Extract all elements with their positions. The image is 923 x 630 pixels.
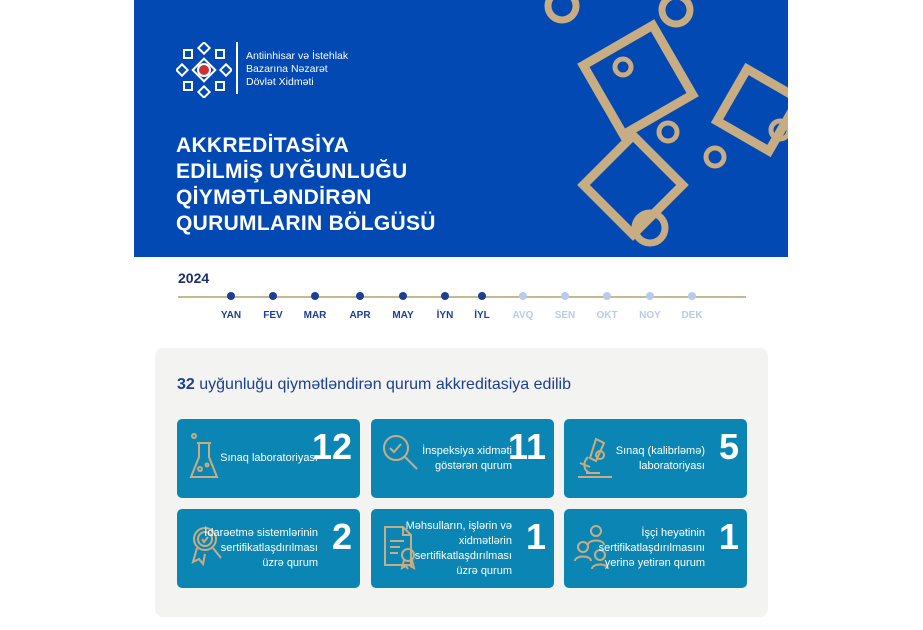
microscope-icon bbox=[578, 437, 612, 478]
card-label: İdarəetmə sistemlərinin sertifikatlaşdır… bbox=[204, 527, 318, 569]
page-title: AKKREDİTASİYA EDİLMİŞ UYĞUNLUĞU QİYMƏTLƏ… bbox=[176, 133, 436, 237]
timeline-month: NOY bbox=[630, 292, 670, 321]
category-card: İnspeksiya xidməti göstərən qurum 11 bbox=[371, 419, 554, 498]
header-banner: Antiinhisar və İstehlak Bazarına Nəzarət… bbox=[134, 0, 788, 257]
month-label: İYN bbox=[436, 310, 454, 321]
org-line: Dövlət Xidməti bbox=[246, 76, 314, 88]
magnifier-check-icon bbox=[383, 435, 418, 470]
card-label: İşçi heyətinin sertifikatlaşdırılmasını … bbox=[598, 527, 705, 569]
category-card: İşçi heyətinin sertifikatlaşdırılmasını … bbox=[564, 509, 747, 588]
title-line: EDİLMİŞ UYĞUNLUĞU bbox=[176, 160, 408, 183]
flask-icon bbox=[189, 433, 219, 478]
timeline-month: YAN bbox=[211, 292, 251, 321]
summary-panel: 32 uyğunluğu qiymətləndirən qurum akkred… bbox=[155, 348, 768, 617]
title-line: QİYMƏTLƏNDİRƏN bbox=[176, 186, 372, 209]
category-card: İdarəetmə sistemlərinin sertifikatlaşdır… bbox=[177, 509, 360, 588]
card-value: 1 bbox=[525, 516, 546, 557]
timeline-dot bbox=[603, 292, 611, 300]
card-value: 1 bbox=[718, 516, 739, 557]
category-card: Məhsulların, işlərin və xidmətlərin sert… bbox=[371, 509, 554, 588]
card-value: 12 bbox=[311, 426, 352, 467]
timeline-dot bbox=[646, 292, 654, 300]
card-value: 11 bbox=[507, 426, 546, 467]
timeline-dot bbox=[227, 292, 235, 300]
title-line: AKKREDİTASİYA bbox=[176, 134, 350, 157]
people-icon bbox=[574, 525, 609, 570]
timeline-dot bbox=[561, 292, 569, 300]
month-label: SEN bbox=[554, 310, 576, 321]
category-card: Sınaq (kalibrləmə) laboratoriyası 5 bbox=[564, 419, 747, 498]
timeline-dot bbox=[441, 292, 449, 300]
logo-divider bbox=[236, 42, 238, 94]
timeline-dot bbox=[356, 292, 364, 300]
logo-icon bbox=[176, 42, 232, 98]
title-line: QURUMLARIN BÖLGÜSÜ bbox=[176, 212, 436, 235]
summary-headline: 32 uyğunluğu qiymətləndirən qurum akkred… bbox=[177, 376, 571, 394]
org-line: Bazarına Nəzarət bbox=[246, 63, 328, 75]
summary-count: 32 bbox=[177, 376, 195, 393]
timeline-year: 2024 bbox=[178, 270, 210, 286]
month-label: NOY bbox=[639, 310, 661, 321]
month-label: İYL bbox=[474, 310, 490, 321]
timeline-month: İYN bbox=[425, 292, 465, 321]
timeline-dot bbox=[399, 292, 407, 300]
timeline-month: DEK bbox=[672, 292, 712, 321]
card-label: Sınaq laboratoriyası bbox=[220, 452, 318, 464]
timeline-dot bbox=[688, 292, 696, 300]
card-value: 5 bbox=[718, 426, 739, 467]
timeline-month: SEN bbox=[545, 292, 585, 321]
month-label: YAN bbox=[220, 310, 242, 321]
month-label: MAR bbox=[303, 310, 327, 321]
timeline-dot bbox=[478, 292, 486, 300]
summary-text: uyğunluğu qiymətləndirən qurum akkredita… bbox=[194, 376, 572, 393]
month-label: FEV bbox=[263, 310, 283, 321]
category-card: Sınaq laboratoriyası 12 bbox=[177, 419, 360, 498]
decorative-pattern bbox=[544, 0, 788, 247]
timeline-month: İYL bbox=[462, 292, 502, 321]
certificate-icon bbox=[384, 526, 416, 570]
organization-name: Antiinhisar və İstehlak Bazarına Nəzarət… bbox=[246, 50, 348, 89]
timeline-month: APR bbox=[340, 292, 380, 321]
month-label: DEK bbox=[681, 310, 703, 321]
card-value: 2 bbox=[331, 516, 352, 557]
timeline-dot bbox=[519, 292, 527, 300]
card-label: İnspeksiya xidməti göstərən qurum bbox=[422, 444, 512, 472]
month-label: OKT bbox=[596, 310, 618, 321]
month-label: MAY bbox=[392, 310, 414, 321]
award-badge-icon bbox=[191, 527, 222, 567]
timeline-month: MAR bbox=[295, 292, 335, 321]
timeline-dot bbox=[311, 292, 319, 300]
org-line: Antiinhisar və İstehlak bbox=[246, 50, 349, 62]
timeline-month: MAY bbox=[383, 292, 423, 321]
timeline-line bbox=[178, 296, 746, 298]
timeline-month: OKT bbox=[587, 292, 627, 321]
month-label: APR bbox=[349, 310, 371, 321]
month-label: AVQ bbox=[512, 310, 534, 321]
timeline-month: FEV bbox=[253, 292, 293, 321]
timeline-month: AVQ bbox=[503, 292, 543, 321]
card-label: Məhsulların, işlərin və xidmətlərin sert… bbox=[405, 519, 512, 577]
card-label: Sınaq (kalibrləmə) laboratoriyası bbox=[615, 444, 705, 472]
timeline-dot bbox=[269, 292, 277, 300]
